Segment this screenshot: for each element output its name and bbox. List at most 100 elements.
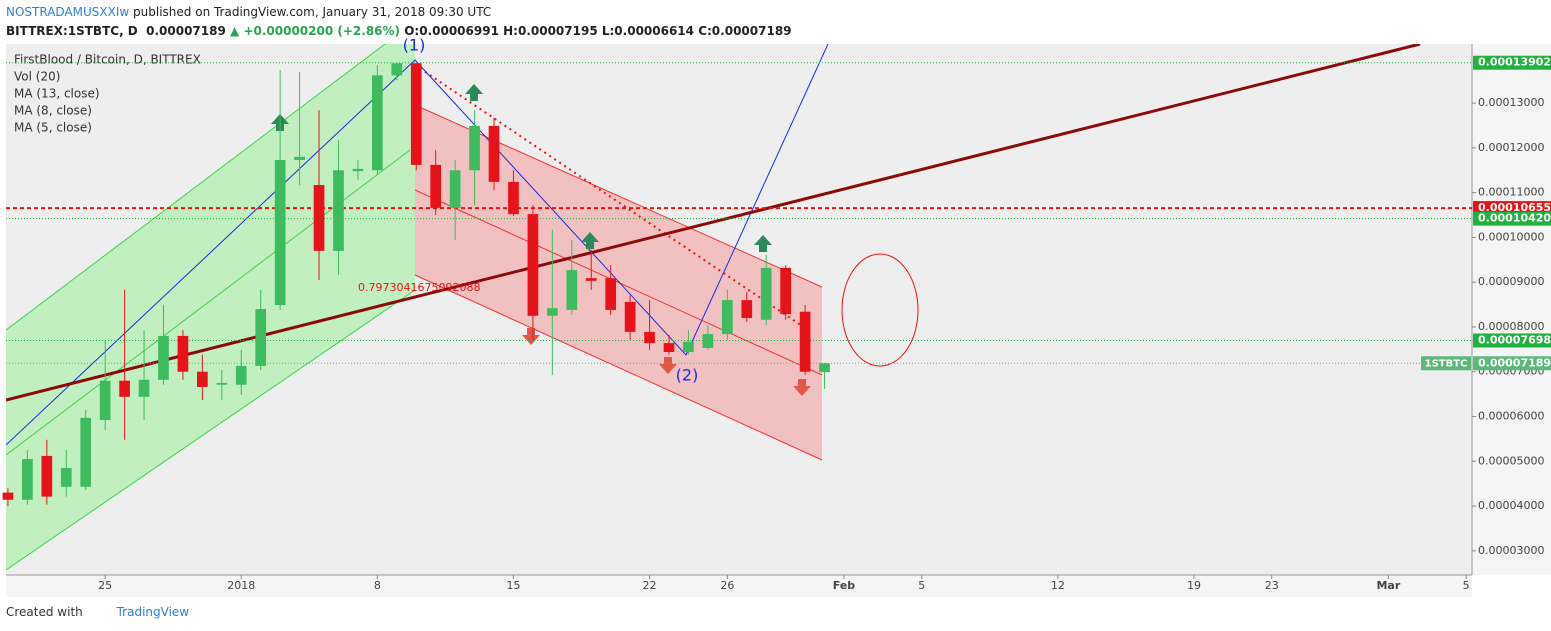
x-tick-label: 19 <box>1187 579 1201 592</box>
candle-body <box>2 492 14 500</box>
level-label: 0.00010420 <box>1478 212 1551 225</box>
candle-body <box>333 170 344 251</box>
candle-body <box>255 309 267 366</box>
x-tick-label: 15 <box>506 579 520 592</box>
legend-entry: MA (13, close) <box>14 87 100 101</box>
candle-body <box>119 380 130 397</box>
candle-body <box>663 343 675 353</box>
candle-body <box>274 159 286 306</box>
x-tick-label: 2018 <box>227 579 255 592</box>
candle-body <box>605 278 617 310</box>
chart-title: FirstBlood / Bitcoin, D, BITTREX <box>14 53 201 67</box>
dotted-line <box>414 64 809 331</box>
published: published on TradingView.com, January 31… <box>133 5 492 19</box>
candle-body <box>391 63 403 76</box>
y-tick-label: 0.00010000 <box>1478 230 1544 243</box>
candle-body <box>158 335 169 380</box>
candle-body <box>547 308 558 316</box>
wave-label: (1) <box>403 36 426 55</box>
candle-body <box>138 379 150 397</box>
x-tick-label: 26 <box>720 579 734 592</box>
candle-body <box>80 417 92 487</box>
y-tick-label: 0.00009000 <box>1478 275 1544 288</box>
footer-text: Created with <box>6 605 83 619</box>
candle-body <box>313 185 325 251</box>
candle-body <box>449 170 461 208</box>
candle-body <box>721 300 733 335</box>
candle-body <box>410 63 422 165</box>
author[interactable]: NOSTRADAMUSXXIw <box>6 5 130 19</box>
candle-body <box>566 270 578 310</box>
header-line: NOSTRADAMUSXXIw published on TradingView… <box>6 3 792 22</box>
level-tag <box>1473 333 1551 348</box>
x-tick-label: Mar <box>1376 579 1400 592</box>
y-tick-label: 0.00004000 <box>1478 499 1544 512</box>
header: NOSTRADAMUSXXIw published on TradingView… <box>6 3 792 41</box>
candle-body <box>294 156 305 160</box>
candle-body <box>216 382 228 385</box>
candle-body <box>585 278 597 281</box>
y-tick-label: 0.00013000 <box>1478 96 1544 109</box>
candle-body <box>780 267 792 314</box>
candle-body <box>799 311 811 372</box>
x-tick-label: Feb <box>833 579 856 592</box>
candle-body <box>352 168 364 172</box>
y-tick-label: 0.00008000 <box>1478 320 1544 333</box>
candle-body <box>99 380 111 421</box>
candle-body <box>644 331 655 344</box>
candle-body <box>702 334 714 349</box>
level-tag <box>1421 356 1471 371</box>
level-label: 0.00013902 <box>1478 56 1551 69</box>
candle-body <box>22 459 33 500</box>
price: 0.00007189 <box>146 24 226 38</box>
header-line: BITTREX:1STBTC, D 0.00007189 ▲ +0.000002… <box>6 22 792 41</box>
x-tick-label: 8 <box>374 579 381 592</box>
channel-line <box>6 289 416 571</box>
x-tick-label: 5 <box>918 579 925 592</box>
channel-line <box>414 104 823 288</box>
candle-body <box>624 301 636 332</box>
x-tick-label: 23 <box>1265 579 1279 592</box>
wave-label: (2) <box>676 366 699 385</box>
y-axis-area <box>1472 44 1551 575</box>
candle-body <box>469 125 480 171</box>
level-tag-label: 1STBTC <box>1425 358 1468 369</box>
ohlc: H:0.00007195 <box>503 24 598 38</box>
level-label: 0.00010655 <box>1478 201 1551 214</box>
y-tick-label: 0.00011000 <box>1478 186 1544 199</box>
y-tick-label: 0.00003000 <box>1478 544 1544 557</box>
ohlc: L:0.00006614 <box>601 24 695 38</box>
level-tag <box>1473 211 1551 226</box>
y-tick-label: 0.00005000 <box>1478 454 1544 467</box>
legend-entry: MA (5, close) <box>14 121 92 135</box>
candle-body <box>372 75 383 171</box>
level-tag <box>1473 201 1551 216</box>
level-label: 0.00007189 <box>1478 356 1551 369</box>
symbol: BITTREX:1STBTC, D <box>6 24 138 38</box>
candle-body <box>235 365 247 385</box>
candle-body <box>760 267 772 320</box>
x-axis-area <box>6 575 1472 597</box>
y-tick-label: 0.00012000 <box>1478 141 1544 154</box>
x-tick-label: 12 <box>1051 579 1065 592</box>
circle <box>841 253 919 367</box>
change: ▲ +0.00000200 (+2.86%) <box>230 24 401 38</box>
brand[interactable]: TradingView <box>116 605 190 619</box>
candle-body <box>741 300 753 319</box>
candle-body <box>177 335 189 372</box>
trend-line <box>6 44 1421 402</box>
channel-up <box>6 44 415 570</box>
ratio-label: 0.7973041675092088 <box>358 281 480 294</box>
candle-body <box>683 341 694 353</box>
x-tick-label: 25 <box>98 579 112 592</box>
candle-body <box>508 181 519 215</box>
level-tag <box>1473 356 1551 371</box>
ohlc: O:0.00006991 <box>404 24 499 38</box>
legend-entry: Vol (20) <box>14 70 60 84</box>
ohlc: C:0.00007189 <box>698 24 792 38</box>
wave-line <box>6 44 829 446</box>
candle-body <box>819 363 830 373</box>
footer: Created with TradingView <box>6 605 189 619</box>
